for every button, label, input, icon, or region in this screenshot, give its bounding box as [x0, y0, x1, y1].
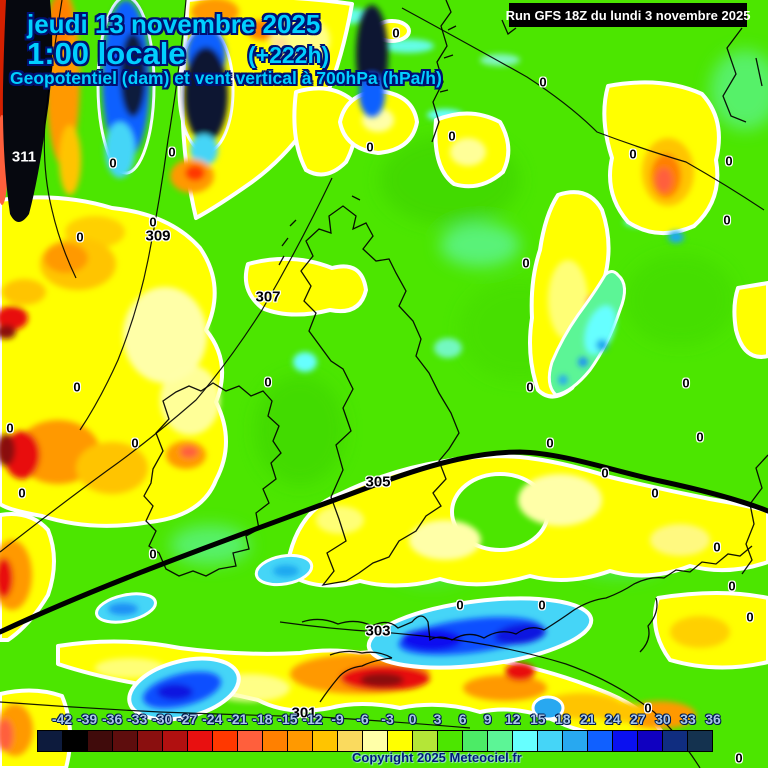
weather-map-page: jeudi 13 novembre 2025 1:00 locale (+222…: [0, 0, 768, 768]
map-field: [0, 0, 768, 768]
